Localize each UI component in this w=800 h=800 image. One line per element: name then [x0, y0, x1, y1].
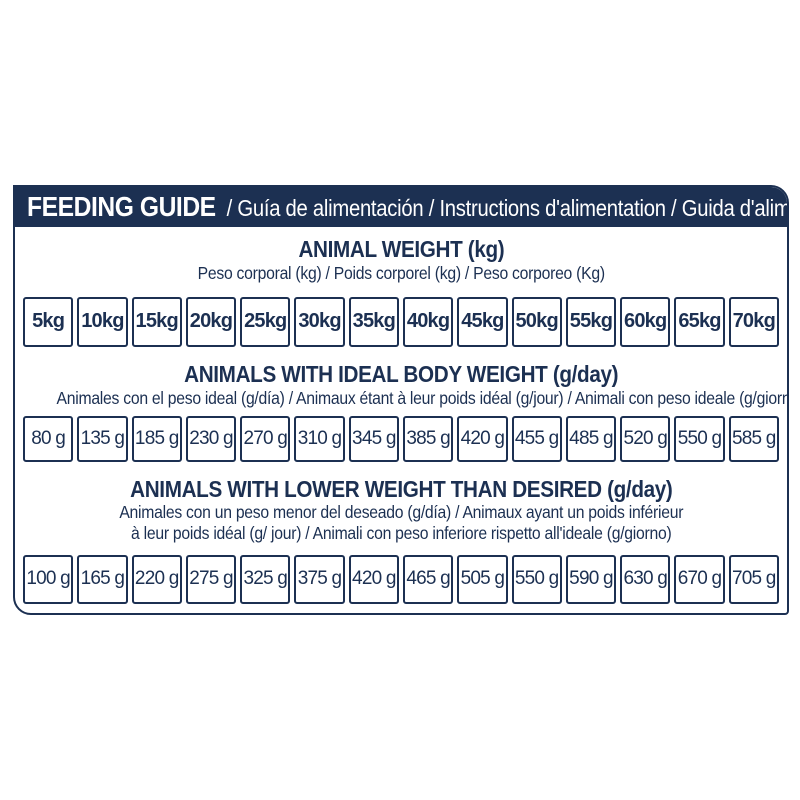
animal-weight-cell: 70kg	[728, 296, 779, 347]
animal-weight-cell: 65kg	[674, 296, 725, 347]
ideal-weight-cell: 385 g	[402, 416, 454, 463]
lower-weight-cell: 375 g	[294, 554, 345, 604]
animal-weight-cell: 60kg	[620, 296, 671, 347]
feeding-guide-title: FEEDING GUIDE	[27, 191, 216, 222]
ideal-weight-cell: 310 g	[294, 416, 345, 463]
animal-weight-cell: 45kg	[457, 296, 508, 347]
animal-weight-cell: 20kg	[185, 296, 237, 347]
lower-weight-row: 100 g 165 g 220 g 275 g 325 g 375 g 420 g 465 g…	[15, 554, 787, 604]
lower-weight-cell: 705 g	[728, 554, 779, 604]
lower-weight-cell: 670 g	[674, 554, 725, 604]
lower-weight-cell: 630 g	[620, 554, 671, 604]
lower-weight-cell: 275 g	[185, 554, 237, 604]
ideal-weight-cell: 345 g	[348, 416, 399, 463]
animal-weight-section-subtitle: Peso corporal (kg) / Poids corporel (kg)…	[197, 263, 605, 284]
lower-weight-section-title: ANIMALS WITH LOWER WEIGHT THAN DESIRED (…	[129, 476, 673, 503]
lower-weight-cell: 165 g	[77, 554, 128, 604]
lower-weight-cell: 505 g	[457, 554, 508, 604]
animal-weight-cell: 10kg	[77, 296, 128, 347]
animal-weight-cell: 15kg	[131, 296, 182, 347]
animal-weight-cell: 25kg	[240, 296, 291, 347]
feeding-guide-header-line: FEEDING GUIDE / Guía de alimentación / I…	[27, 191, 787, 223]
lower-weight-cell: 590 g	[565, 554, 617, 604]
lower-weight-section-subtitle-line1: Animales con un peso menor del deseado (…	[119, 502, 683, 523]
ideal-weight-cell: 230 g	[185, 416, 237, 463]
lower-weight-cell: 220 g	[131, 554, 182, 604]
animal-weight-cell: 30kg	[294, 296, 345, 347]
lower-weight-cell: 325 g	[240, 554, 291, 604]
ideal-weight-section-subtitle: Animales con el peso ideal (g/día) / Ani…	[56, 387, 789, 408]
animal-weight-cell: 55kg	[565, 296, 617, 347]
lower-weight-cell: 550 g	[511, 554, 562, 604]
animal-weight-row: 5kg 10kg 15kg 20kg 25kg 30kg 35kg 40kg 45kg 50kg 5…	[15, 296, 787, 347]
lower-weight-cell: 420 g	[348, 554, 399, 604]
feeding-guide-card: FEEDING GUIDE / Guía de alimentación / I…	[13, 185, 789, 615]
ideal-weight-cell: 550 g	[674, 416, 725, 463]
ideal-weight-cell: 270 g	[240, 416, 291, 463]
animal-weight-section-title: ANIMAL WEIGHT (kg)	[298, 236, 504, 262]
lower-weight-cell: 100 g	[23, 554, 74, 604]
ideal-weight-cell: 80 g	[23, 416, 74, 463]
ideal-weight-cell: 135 g	[77, 416, 128, 463]
ideal-weight-cell: 185 g	[131, 416, 182, 463]
animal-weight-cell: 50kg	[511, 296, 562, 347]
lower-weight-cell: 465 g	[402, 554, 454, 604]
animal-weight-cell: 40kg	[402, 296, 454, 347]
ideal-weight-cell: 420 g	[457, 416, 508, 463]
lower-weight-section-subtitle-line2: à leur poids idéal (g/ jour) / Animali c…	[130, 523, 672, 544]
ideal-weight-cell: 455 g	[511, 416, 562, 463]
ideal-weight-section-title: ANIMALS WITH IDEAL BODY WEIGHT (g/day)	[183, 360, 619, 387]
ideal-weight-cell: 585 g	[728, 416, 779, 463]
feeding-guide-subtitle: / Guía de alimentación / Instructions d'…	[226, 195, 787, 221]
animal-weight-cell: 35kg	[348, 296, 399, 347]
feeding-guide-header-bar: FEEDING GUIDE / Guía de alimentación / I…	[15, 187, 787, 227]
ideal-weight-cell: 485 g	[565, 416, 617, 463]
ideal-weight-cell: 520 g	[620, 416, 671, 463]
animal-weight-cell: 5kg	[23, 296, 74, 347]
